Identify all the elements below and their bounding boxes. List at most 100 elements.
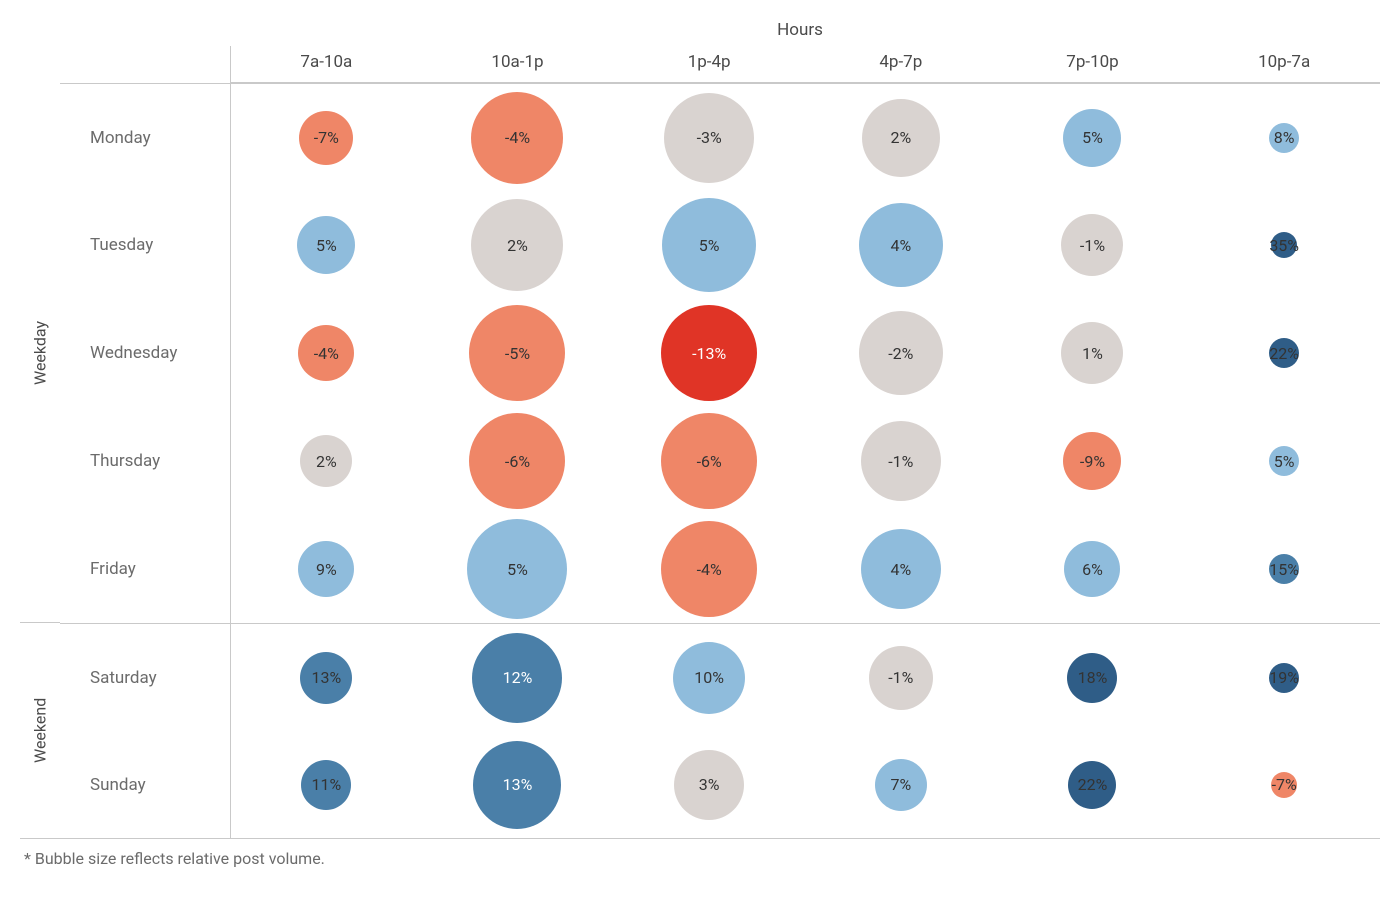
group-label: Weekday xyxy=(20,83,60,623)
matrix-cell: -6% xyxy=(422,407,614,515)
bubble: -2% xyxy=(859,311,943,395)
matrix-cell: -6% xyxy=(613,407,805,515)
matrix-cell: 4% xyxy=(805,515,997,623)
bubble: 11% xyxy=(301,760,351,810)
matrix-cell: -7% xyxy=(230,83,422,191)
row-label: Tuesday xyxy=(60,191,230,299)
matrix-cell: 7% xyxy=(805,731,997,839)
bubble: -3% xyxy=(664,93,754,183)
matrix-cell: 8% xyxy=(1188,83,1380,191)
matrix-cell: -4% xyxy=(422,83,614,191)
matrix-cell: 18% xyxy=(997,623,1189,731)
matrix-cell: -3% xyxy=(613,83,805,191)
group-label: Weekend xyxy=(20,623,60,839)
matrix-cell: 6% xyxy=(997,515,1189,623)
bubble: 22% xyxy=(1269,338,1299,368)
bubble: 10% xyxy=(673,642,745,714)
bubble: 1% xyxy=(1061,322,1123,384)
matrix-cell: -5% xyxy=(422,299,614,407)
x-axis-title: Hours xyxy=(20,20,1380,40)
matrix-cell: 13% xyxy=(422,731,614,839)
column-header: 1p-4p xyxy=(613,46,805,83)
row-label: Sunday xyxy=(60,731,230,839)
bubble: -6% xyxy=(661,413,757,509)
matrix-cell: -2% xyxy=(805,299,997,407)
bubble: 35% xyxy=(1271,232,1297,258)
bubble: 5% xyxy=(467,519,567,619)
bubble: 8% xyxy=(1269,123,1299,153)
bubble: 5% xyxy=(662,198,756,292)
bubble: 13% xyxy=(300,652,352,704)
bubble-matrix-chart: Hours 7a-10a10a-1p1p-4p4p-7p7p-10p10p-7a… xyxy=(20,20,1380,868)
matrix-cell: 11% xyxy=(230,731,422,839)
bubble: 6% xyxy=(1064,541,1120,597)
bubble: 4% xyxy=(861,529,941,609)
chart-footnote: * Bubble size reflects relative post vol… xyxy=(20,849,1380,868)
matrix-cell: 13% xyxy=(230,623,422,731)
bubble: -4% xyxy=(471,92,563,184)
bubble: -6% xyxy=(469,413,565,509)
matrix-cell: 12% xyxy=(422,623,614,731)
matrix-cell: -1% xyxy=(805,623,997,731)
matrix-cell: 5% xyxy=(422,515,614,623)
matrix-cell: 2% xyxy=(230,407,422,515)
matrix-cell: 10% xyxy=(613,623,805,731)
bubble: -7% xyxy=(1271,772,1297,798)
row-label: Friday xyxy=(60,515,230,623)
column-header: 10p-7a xyxy=(1188,46,1380,83)
bubble: 7% xyxy=(875,759,927,811)
column-header: 7p-10p xyxy=(997,46,1189,83)
bubble: 18% xyxy=(1067,653,1117,703)
matrix-cell: 19% xyxy=(1188,623,1380,731)
bubble: 9% xyxy=(298,541,354,597)
bubble: 15% xyxy=(1269,554,1299,584)
matrix-cell: 5% xyxy=(997,83,1189,191)
bubble: -1% xyxy=(869,646,933,710)
matrix-cell: -7% xyxy=(1188,731,1380,839)
bubble: 5% xyxy=(297,216,355,274)
matrix-cell: 3% xyxy=(613,731,805,839)
bubble: 2% xyxy=(300,435,352,487)
matrix-cell: 35% xyxy=(1188,191,1380,299)
bubble: 4% xyxy=(859,203,943,287)
row-label: Wednesday xyxy=(60,299,230,407)
matrix-cell: -13% xyxy=(613,299,805,407)
bubble: 13% xyxy=(473,741,561,829)
row-label: Saturday xyxy=(60,623,230,731)
matrix-cell: 1% xyxy=(997,299,1189,407)
matrix-cell: -4% xyxy=(613,515,805,623)
bubble: 22% xyxy=(1068,761,1116,809)
bubble: -7% xyxy=(299,111,353,165)
chart-grid: 7a-10a10a-1p1p-4p4p-7p7p-10p10p-7aWeekda… xyxy=(20,46,1380,839)
bubble: -13% xyxy=(661,305,757,401)
bubble: -4% xyxy=(298,325,354,381)
bubble: -5% xyxy=(469,305,565,401)
bubble: -4% xyxy=(661,521,757,617)
row-label: Monday xyxy=(60,83,230,191)
matrix-cell: 5% xyxy=(1188,407,1380,515)
bubble: -1% xyxy=(1061,214,1123,276)
matrix-cell: 2% xyxy=(805,83,997,191)
matrix-cell: -1% xyxy=(805,407,997,515)
bubble: 3% xyxy=(674,750,744,820)
matrix-cell: -9% xyxy=(997,407,1189,515)
matrix-cell: 9% xyxy=(230,515,422,623)
bubble: -9% xyxy=(1063,432,1121,490)
matrix-cell: -1% xyxy=(997,191,1189,299)
bubble: -1% xyxy=(861,421,941,501)
matrix-cell: 5% xyxy=(613,191,805,299)
column-header: 7a-10a xyxy=(230,46,422,83)
bubble: 12% xyxy=(472,633,562,723)
matrix-cell: 2% xyxy=(422,191,614,299)
matrix-cell: 22% xyxy=(1188,299,1380,407)
matrix-cell: 4% xyxy=(805,191,997,299)
row-label: Thursday xyxy=(60,407,230,515)
bubble: 2% xyxy=(471,199,563,291)
matrix-cell: 5% xyxy=(230,191,422,299)
bubble: 19% xyxy=(1269,663,1299,693)
matrix-cell: 15% xyxy=(1188,515,1380,623)
column-header: 10a-1p xyxy=(422,46,614,83)
matrix-cell: 22% xyxy=(997,731,1189,839)
matrix-cell: -4% xyxy=(230,299,422,407)
bubble: 5% xyxy=(1269,446,1299,476)
